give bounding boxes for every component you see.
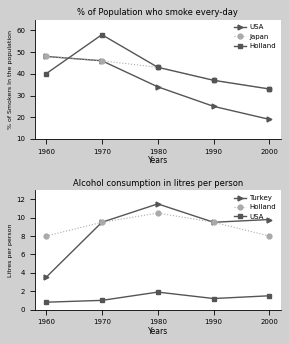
Line: Holland: Holland xyxy=(44,32,272,92)
Holland xyxy=(212,78,215,82)
Title: Alcohol consumption in litres per person: Alcohol consumption in litres per person xyxy=(73,179,243,188)
Line: Turkey: Turkey xyxy=(44,202,272,280)
USA xyxy=(212,104,215,108)
Turkey xyxy=(44,275,48,279)
Turkey xyxy=(100,220,104,224)
Title: % of Population who smoke every-day: % of Population who smoke every-day xyxy=(77,8,238,17)
Holland xyxy=(44,234,48,238)
Turkey xyxy=(212,220,215,224)
X-axis label: Years: Years xyxy=(148,327,168,336)
Y-axis label: Litres per person: Litres per person xyxy=(8,223,13,277)
Turkey xyxy=(156,202,160,206)
USA xyxy=(268,117,271,121)
Holland xyxy=(156,65,160,69)
USA xyxy=(156,290,160,294)
USA xyxy=(44,300,48,304)
Turkey xyxy=(268,217,271,222)
Line: Holland: Holland xyxy=(44,211,272,238)
Holland xyxy=(44,72,48,76)
Holland xyxy=(268,87,271,91)
Japan xyxy=(100,59,104,63)
Y-axis label: % of Smokers In the population: % of Smokers In the population xyxy=(8,30,13,129)
Japan xyxy=(156,65,160,69)
USA xyxy=(212,297,215,301)
Holland xyxy=(212,220,215,224)
USA xyxy=(156,85,160,89)
Holland xyxy=(100,33,104,37)
Line: USA: USA xyxy=(44,290,272,305)
Line: USA: USA xyxy=(44,54,272,122)
USA xyxy=(100,298,104,302)
Holland xyxy=(268,234,271,238)
Holland xyxy=(100,220,104,224)
USA xyxy=(268,294,271,298)
X-axis label: Years: Years xyxy=(148,156,168,165)
Legend: USA, Japan, Holland: USA, Japan, Holland xyxy=(233,23,277,51)
Japan xyxy=(212,78,215,82)
Legend: Turkey, Holland, USA: Turkey, Holland, USA xyxy=(233,194,277,221)
Japan xyxy=(268,87,271,91)
Japan xyxy=(44,54,48,58)
USA xyxy=(44,54,48,58)
USA xyxy=(100,59,104,63)
Holland xyxy=(156,211,160,215)
Line: Japan: Japan xyxy=(44,54,272,92)
